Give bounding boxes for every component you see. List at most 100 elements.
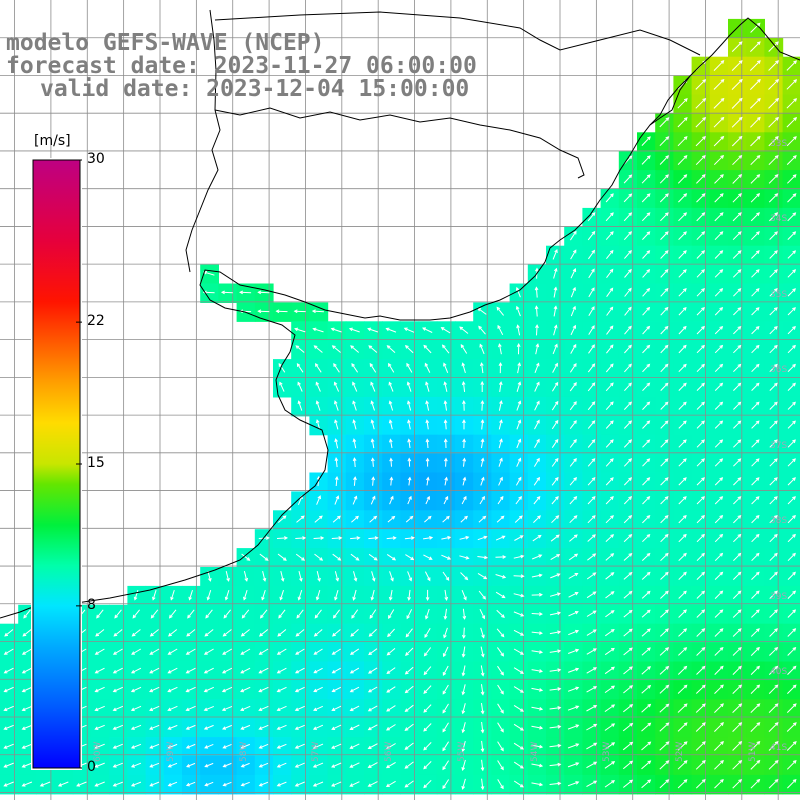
wind-arrow bbox=[732, 571, 742, 580]
speed-cell bbox=[709, 207, 729, 228]
speed-cell bbox=[345, 642, 365, 663]
wind-arrow bbox=[404, 685, 414, 694]
wind-arrow bbox=[277, 515, 287, 523]
wind-arrow bbox=[479, 608, 486, 620]
wind-arrow bbox=[314, 515, 323, 523]
wind-arrow bbox=[149, 629, 159, 637]
wind-arrow bbox=[21, 667, 32, 674]
wind-arrow bbox=[696, 174, 706, 184]
speed-cell bbox=[0, 737, 19, 757]
wind-arrow bbox=[749, 60, 761, 71]
wind-arrow bbox=[732, 759, 743, 770]
speed-cell bbox=[655, 756, 674, 776]
longitude-label: 52W bbox=[675, 741, 686, 762]
wind-arrow bbox=[3, 724, 14, 730]
wind-arrow bbox=[480, 721, 485, 734]
wind-arrow bbox=[57, 781, 69, 787]
speed-cell bbox=[564, 226, 583, 247]
wind-arrow bbox=[787, 401, 796, 410]
speed-cell bbox=[291, 661, 310, 681]
speed-cell bbox=[364, 529, 383, 549]
speed-cell bbox=[582, 245, 602, 266]
wind-arrow bbox=[462, 438, 466, 449]
speed-cell bbox=[364, 321, 383, 341]
speed-cell bbox=[527, 378, 547, 398]
speed-cell bbox=[364, 718, 383, 738]
speed-cell bbox=[746, 226, 765, 247]
speed-cell bbox=[582, 548, 602, 568]
speed-cell bbox=[182, 585, 201, 606]
wind-arrow bbox=[405, 628, 413, 638]
speed-cell bbox=[637, 396, 656, 417]
wind-arrow bbox=[695, 97, 707, 109]
wind-arrow bbox=[423, 536, 434, 540]
speed-cell bbox=[709, 604, 729, 625]
speed-cell bbox=[637, 340, 656, 360]
wind-arrow bbox=[586, 591, 597, 599]
wind-arrow bbox=[313, 667, 323, 674]
speed-cell bbox=[455, 774, 474, 795]
wind-arrow bbox=[624, 268, 632, 278]
wind-arrow bbox=[549, 649, 562, 653]
speed-cell bbox=[127, 774, 147, 795]
speed-cell bbox=[709, 529, 729, 549]
wind-arrow bbox=[331, 345, 341, 353]
speed-cell bbox=[691, 661, 711, 681]
speed-cell bbox=[691, 699, 711, 719]
wind-arrow bbox=[149, 705, 160, 712]
speed-cell bbox=[637, 661, 656, 681]
speed-cell bbox=[491, 567, 511, 587]
wind-arrow bbox=[188, 589, 193, 601]
wind-arrow bbox=[768, 78, 780, 90]
wind-arrow bbox=[480, 740, 485, 753]
speed-cell bbox=[582, 264, 602, 285]
speed-cell bbox=[637, 529, 656, 549]
wind-arrow bbox=[404, 704, 414, 713]
speed-cell bbox=[582, 472, 602, 492]
wind-arrow bbox=[534, 400, 540, 411]
wind-arrow bbox=[513, 554, 525, 559]
speed-cell bbox=[218, 623, 238, 644]
speed-cell bbox=[728, 661, 747, 681]
wind-arrow bbox=[568, 629, 580, 636]
speed-cell bbox=[746, 548, 765, 568]
speed-cell bbox=[345, 718, 365, 738]
speed-cell bbox=[273, 661, 292, 681]
speed-cell bbox=[546, 340, 565, 360]
wind-arrow bbox=[257, 290, 270, 295]
colorbar-unit: [m/s] bbox=[34, 133, 71, 149]
wind-arrow bbox=[553, 305, 558, 317]
wind-arrow bbox=[623, 553, 633, 561]
wind-arrow bbox=[677, 174, 688, 184]
wind-arrow bbox=[605, 363, 614, 373]
wind-arrow bbox=[112, 705, 124, 712]
speed-cell bbox=[673, 472, 693, 492]
speed-cell bbox=[273, 302, 292, 322]
wind-arrow bbox=[606, 249, 614, 260]
wind-arrow bbox=[641, 609, 651, 618]
wind-arrow bbox=[276, 686, 287, 693]
speed-cell bbox=[455, 510, 474, 530]
speed-cell bbox=[418, 604, 438, 625]
speed-cell bbox=[673, 189, 693, 209]
wind-arrow bbox=[296, 609, 304, 619]
speed-cell bbox=[327, 623, 347, 644]
speed-cell bbox=[455, 472, 474, 492]
speed-cell bbox=[218, 718, 238, 738]
wind-arrow bbox=[367, 762, 378, 768]
speed-cell bbox=[436, 491, 456, 511]
wind-arrow bbox=[480, 684, 485, 696]
speed-cell bbox=[509, 604, 529, 625]
speed-cell bbox=[564, 245, 583, 266]
wind-arrow bbox=[258, 667, 269, 674]
wind-arrow bbox=[480, 703, 485, 715]
wind-arrow bbox=[350, 553, 360, 561]
wind-arrow bbox=[370, 381, 376, 392]
wind-arrow bbox=[334, 457, 339, 468]
wind-arrow bbox=[714, 193, 724, 203]
speed-cell bbox=[527, 396, 547, 417]
wind-arrow bbox=[659, 779, 670, 789]
speed-cell bbox=[473, 529, 492, 549]
wind-arrow bbox=[678, 590, 687, 599]
speed-cell bbox=[709, 548, 729, 568]
